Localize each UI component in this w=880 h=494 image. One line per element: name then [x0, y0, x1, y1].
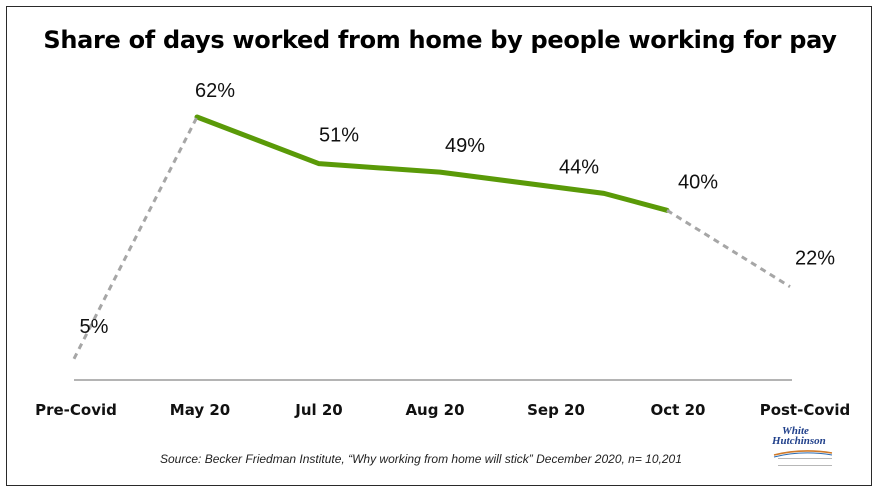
x-tick-label-3: Aug 20 [405, 401, 464, 419]
dashed-series-line-0 [72, 116, 199, 360]
dashed-series-line-1 [666, 209, 791, 288]
data-label-4: 44% [559, 156, 599, 178]
chart-title: Share of days worked from home by people… [43, 26, 837, 54]
x-tick-label-5: Oct 20 [651, 401, 706, 419]
data-label-3: 49% [445, 135, 485, 157]
x-tick-label-4: Sep 20 [527, 401, 585, 419]
logo-text-white: White [782, 425, 809, 437]
data-label-2: 51% [319, 125, 359, 147]
chart-frame [6, 6, 872, 486]
data-label-1: 62% [195, 80, 235, 102]
logo-tagline [778, 458, 832, 466]
logo-swoosh-icon [773, 450, 833, 458]
data-label-0: 5% [80, 316, 109, 338]
x-tick-label-6: Post-Covid [760, 401, 851, 419]
solid-series-line-0 [194, 114, 670, 213]
data-label-6: 22% [795, 248, 835, 270]
x-tick-label-2: Jul 20 [294, 401, 343, 419]
data-label-5: 40% [678, 171, 718, 193]
logo-text-hutchinson: Hutchinson [772, 435, 826, 447]
x-tick-label-1: May 20 [170, 401, 230, 419]
x-tick-label-0: Pre-Covid [35, 401, 117, 419]
source-note: Source: Becker Friedman Institute, “Why … [160, 452, 682, 466]
white-hutchinson-logo: White Hutchinson [772, 426, 836, 468]
